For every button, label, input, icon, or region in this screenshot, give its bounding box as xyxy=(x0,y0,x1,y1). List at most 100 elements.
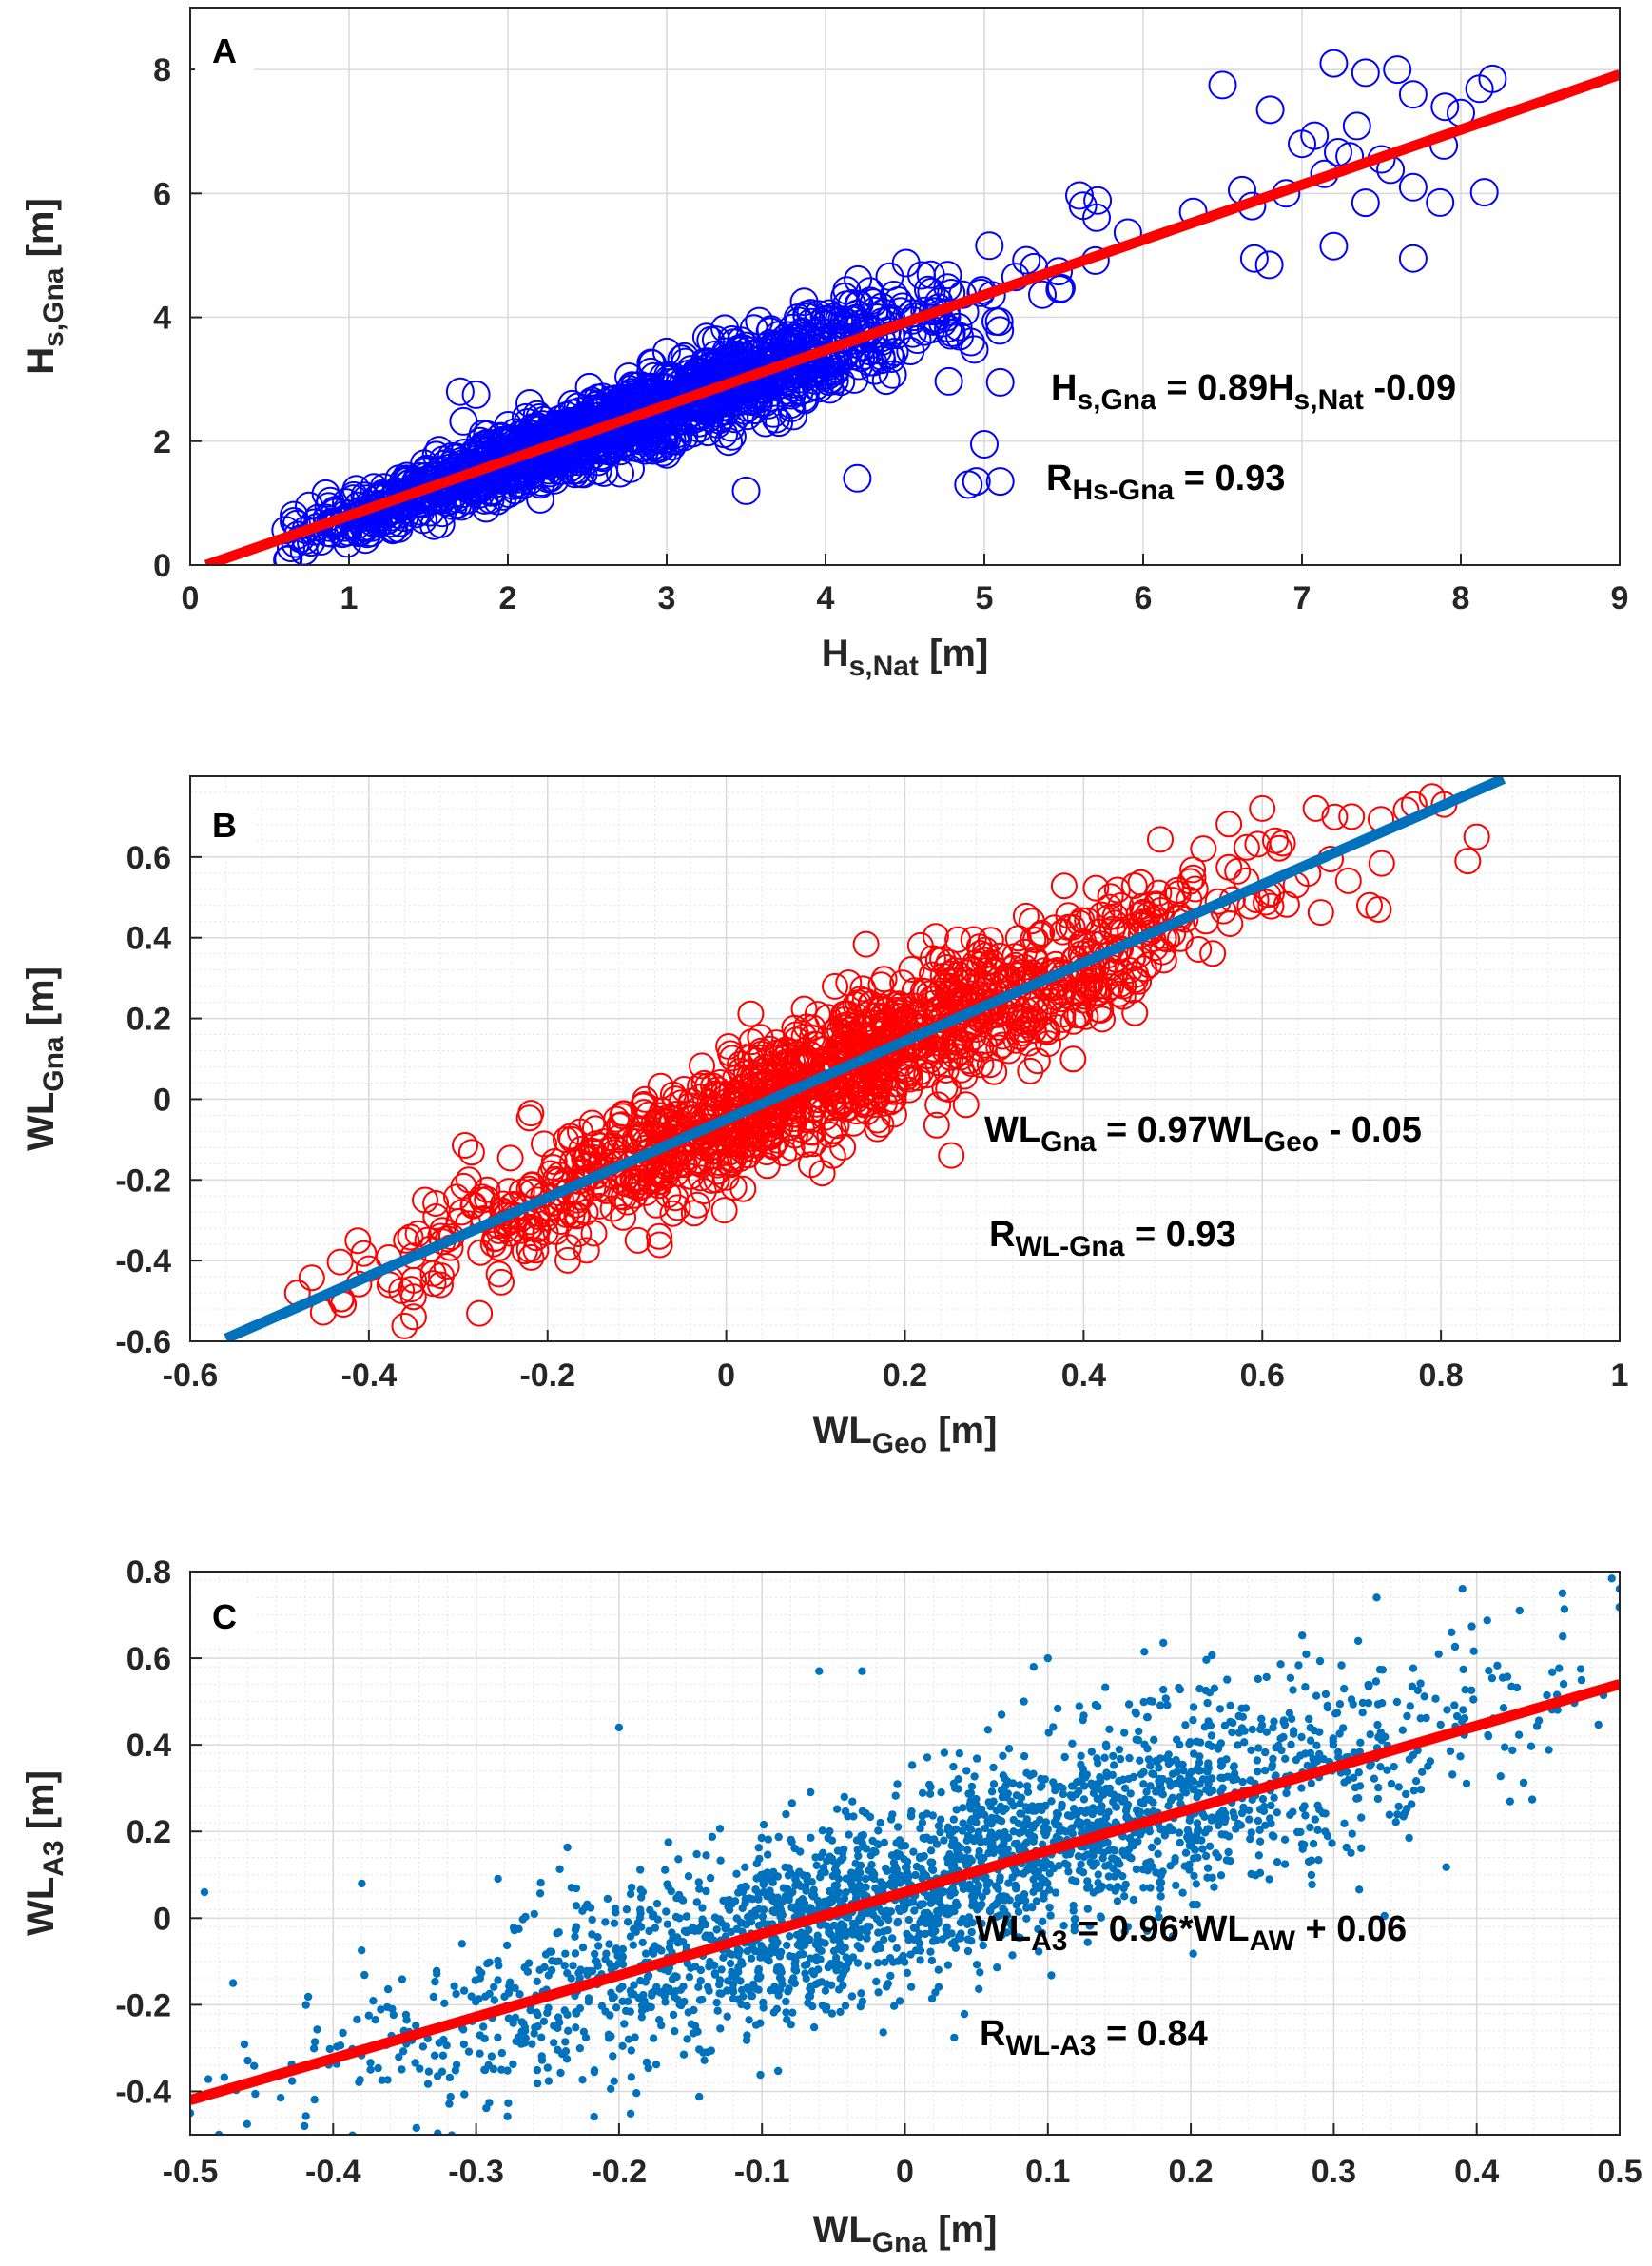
data-point xyxy=(888,1934,897,1943)
data-point xyxy=(898,956,925,983)
data-point xyxy=(1077,1760,1085,1769)
data-point xyxy=(1161,1694,1171,1703)
data-point xyxy=(1074,972,1100,1000)
data-point xyxy=(843,463,872,493)
data-point xyxy=(721,1896,730,1905)
equation-annotation-part: s,Gna xyxy=(1077,384,1156,416)
data-point xyxy=(757,1123,785,1151)
data-point xyxy=(1168,1826,1177,1835)
data-point xyxy=(1357,1813,1366,1822)
data-point xyxy=(622,1905,632,1914)
data-point xyxy=(582,1130,610,1158)
data-point xyxy=(695,2092,704,2101)
data-point xyxy=(1159,1638,1168,1648)
data-point xyxy=(685,1973,694,1982)
data-point xyxy=(762,404,790,434)
data-point xyxy=(436,486,465,516)
x-axis-label-part: H xyxy=(822,633,849,674)
data-point xyxy=(916,980,943,1007)
x-tick-label: 0.8 xyxy=(1418,1358,1463,1394)
y-axis-label-part: [m] xyxy=(20,198,62,267)
data-point xyxy=(530,1909,538,1919)
y-axis-label-part: Gna xyxy=(38,1036,69,1092)
data-point xyxy=(1304,1857,1313,1866)
data-point xyxy=(1059,1045,1087,1073)
data-point xyxy=(880,1935,888,1944)
data-point xyxy=(925,1789,935,1799)
data-point xyxy=(1118,1848,1127,1857)
data-point xyxy=(1179,1767,1188,1775)
y-tick-label: 2 xyxy=(153,424,171,460)
data-point xyxy=(813,1931,822,1940)
data-point xyxy=(1114,1868,1122,1878)
data-point xyxy=(1122,961,1150,988)
data-point xyxy=(1350,1773,1358,1783)
data-point xyxy=(564,2026,573,2035)
data-point xyxy=(788,1952,798,1962)
data-point xyxy=(1248,1725,1257,1734)
data-point xyxy=(610,1203,637,1231)
data-point xyxy=(717,1151,745,1178)
data-point xyxy=(353,2015,361,2024)
data-point xyxy=(944,1824,953,1832)
data-point xyxy=(1189,1716,1197,1725)
data-point xyxy=(1012,902,1040,929)
data-point xyxy=(1020,1697,1028,1706)
y-tick-label: -0.4 xyxy=(115,1243,171,1280)
data-point xyxy=(1118,976,1146,1004)
data-point xyxy=(935,948,962,976)
data-point xyxy=(849,1812,858,1821)
data-point xyxy=(1309,1839,1318,1848)
data-point xyxy=(1014,1894,1022,1903)
data-point xyxy=(812,1861,821,1870)
data-point xyxy=(418,2042,428,2051)
data-point xyxy=(1150,1735,1158,1745)
data-point xyxy=(1176,1838,1184,1847)
data-point xyxy=(861,1009,888,1037)
data-point xyxy=(1353,1636,1363,1646)
data-point xyxy=(1328,1839,1336,1847)
data-point xyxy=(1058,1803,1066,1812)
data-point xyxy=(1402,1789,1410,1799)
data-point xyxy=(985,367,1015,397)
data-point xyxy=(987,1787,997,1796)
data-point xyxy=(494,1874,502,1884)
data-point xyxy=(1241,1704,1251,1712)
data-point xyxy=(1426,187,1455,217)
data-point xyxy=(952,1091,980,1119)
panel-label-box xyxy=(195,21,254,80)
data-point xyxy=(535,1889,545,1898)
x-axis-label-part: WL xyxy=(813,1410,872,1452)
data-point xyxy=(1173,1768,1181,1776)
data-point xyxy=(1249,794,1276,822)
data-point xyxy=(1136,1756,1144,1765)
data-point xyxy=(734,1142,762,1169)
data-point xyxy=(467,1992,476,2001)
data-point xyxy=(1201,1686,1211,1695)
x-tick-label: 1 xyxy=(340,580,359,616)
data-point xyxy=(565,1221,593,1247)
data-point xyxy=(1097,883,1124,910)
data-point xyxy=(729,1994,738,2003)
data-point xyxy=(1120,872,1148,899)
equation-annotation: WLGna = 0.97WLGeo - 0.05 xyxy=(984,1110,1422,1158)
data-point xyxy=(1301,1683,1310,1691)
data-point xyxy=(1430,92,1460,122)
data-point xyxy=(1324,138,1352,166)
y-axis-label: WLGna [m] xyxy=(20,967,69,1151)
data-point xyxy=(553,1929,561,1938)
data-point xyxy=(982,1886,991,1896)
data-point xyxy=(416,2064,424,2073)
data-point xyxy=(1255,95,1285,125)
data-point xyxy=(821,1018,848,1045)
data-point xyxy=(691,322,721,352)
data-point xyxy=(395,2053,403,2061)
equation-annotation-part: Geo xyxy=(1264,1126,1319,1158)
data-point xyxy=(1096,893,1123,921)
data-point xyxy=(1100,1753,1109,1763)
data-point xyxy=(552,400,581,430)
data-point xyxy=(460,2090,469,2099)
data-point xyxy=(689,1052,715,1080)
data-point xyxy=(1115,1745,1124,1754)
data-point xyxy=(1442,1863,1450,1871)
